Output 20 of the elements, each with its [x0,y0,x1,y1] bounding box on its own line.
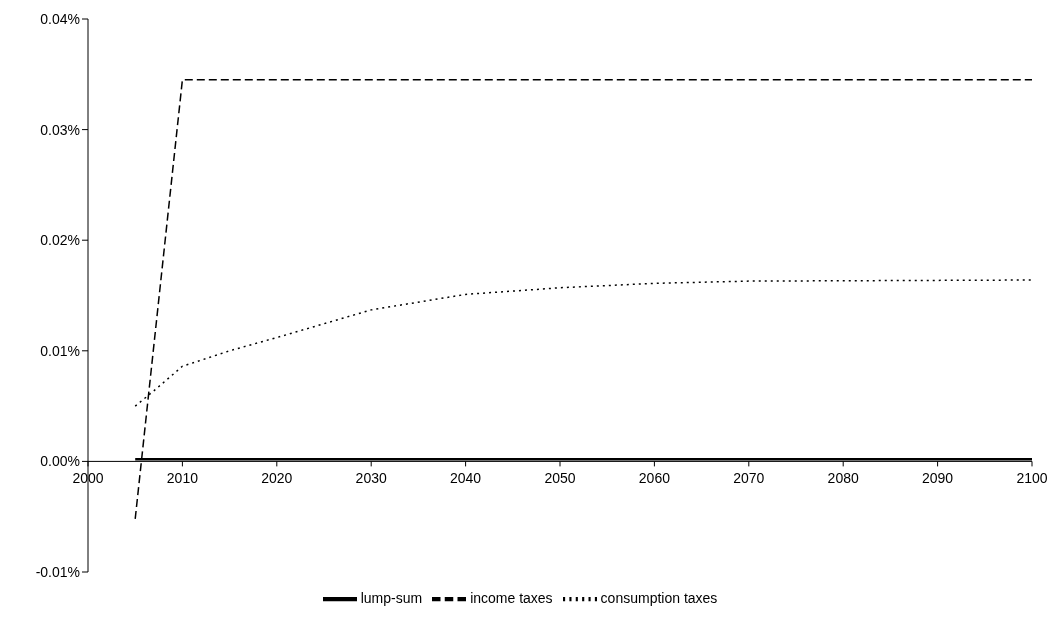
legend-label: consumption taxes [600,589,718,606]
y-tick-label: 0.04% [40,10,80,27]
y-tick-label: 0.01% [40,342,80,359]
x-tick-label: 2070 [733,470,765,487]
y-tick-label: 0.03% [40,121,80,138]
x-tick-label: 2000 [72,470,104,487]
y-tick-label: -0.01% [35,563,80,580]
x-tick-label: 2020 [261,470,293,487]
x-tick-label: 2040 [450,470,482,487]
y-tick-label: 0.00% [40,453,80,470]
x-tick-label: 2030 [355,470,387,487]
x-tick-label: 2090 [922,470,954,487]
x-tick-label: 2010 [166,470,199,487]
x-tick-label: 2060 [638,470,671,487]
x-tick-label: 2100 [1016,470,1048,487]
y-tick-label: 0.02% [40,232,80,249]
x-tick-label: 2050 [544,470,576,487]
x-tick-label: 2080 [827,470,859,487]
legend-label: lump-sum [360,589,423,606]
legend-label: income taxes [470,589,553,606]
